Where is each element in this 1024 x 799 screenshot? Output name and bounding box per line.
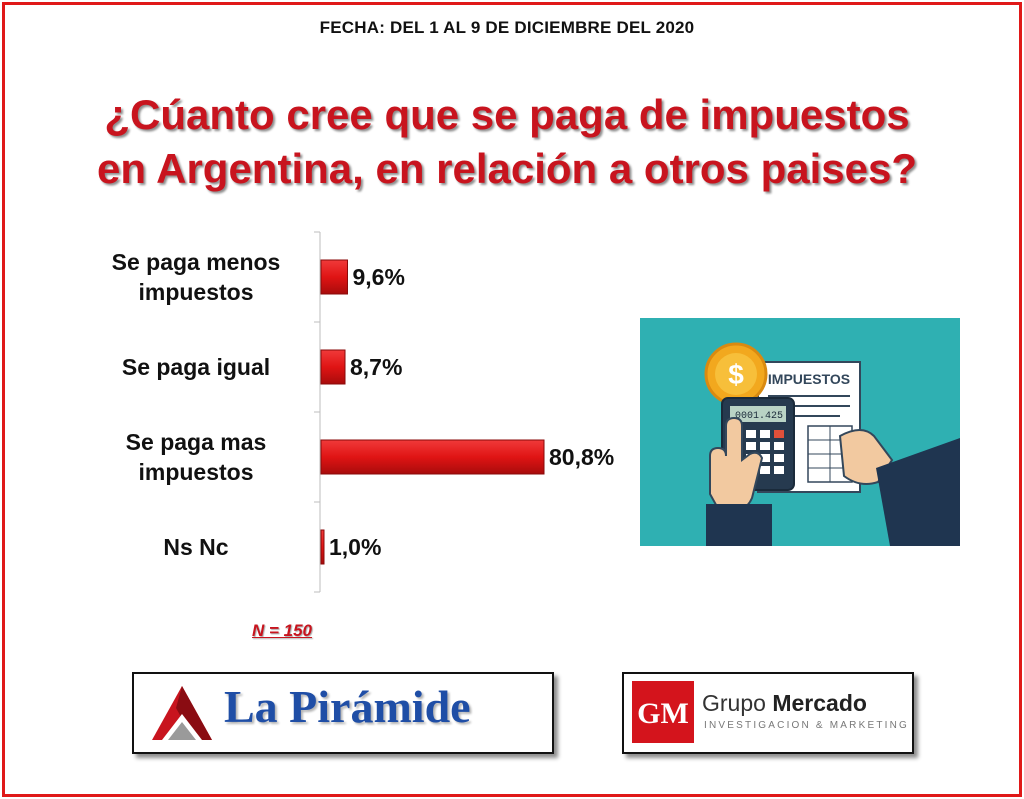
grupo-word: Grupo bbox=[702, 690, 766, 716]
grupo-mercado-logo: GM Grupo Mercado INVESTIGACION & MARKETI… bbox=[622, 672, 914, 754]
coin-symbol: $ bbox=[728, 359, 744, 390]
category-label: Ns Nc bbox=[163, 534, 228, 560]
calculator-display: 0001.425 bbox=[735, 411, 783, 422]
grupo-mercado-name: Grupo Mercado bbox=[702, 690, 867, 717]
title-line-1: ¿Cúanto cree que se paga de impuestos bbox=[104, 91, 910, 138]
bar bbox=[320, 529, 325, 565]
illustration-graphic: IMPUESTOS $ 0001.425 bbox=[704, 342, 960, 546]
la-piramide-logo: La Pirámide bbox=[132, 672, 554, 754]
grupo-mercado-tagline: INVESTIGACION & MARKETING bbox=[704, 720, 910, 731]
sample-size: N = 150 bbox=[252, 621, 313, 640]
category-label: Se paga menos bbox=[112, 249, 281, 275]
category-label: Se paga mas bbox=[126, 429, 267, 455]
pyramid-icon bbox=[152, 686, 212, 740]
right-hand bbox=[838, 429, 960, 546]
la-piramide-name: La Pirámide bbox=[224, 681, 471, 732]
title-line-2: en Argentina, en relación a otros paises… bbox=[96, 145, 917, 192]
tax-illustration: IMPUESTOS $ 0001.425 bbox=[640, 318, 960, 546]
value-label: 8,7% bbox=[350, 354, 402, 380]
document-heading: IMPUESTOS bbox=[768, 371, 850, 387]
value-label: 1,0% bbox=[329, 534, 381, 560]
category-label: Se paga igual bbox=[122, 354, 270, 380]
value-label: 9,6% bbox=[352, 264, 404, 290]
bar bbox=[320, 259, 348, 295]
survey-date: FECHA: DEL 1 AL 9 DE DICIEMBRE DEL 2020 bbox=[319, 18, 695, 37]
dollar-coin: $ bbox=[704, 342, 768, 406]
gm-monogram-icon: GM bbox=[632, 681, 694, 743]
category-label: impuestos bbox=[138, 279, 253, 305]
value-label: 80,8% bbox=[549, 444, 614, 470]
category-label: impuestos bbox=[138, 459, 253, 485]
mercado-word: Mercado bbox=[772, 690, 867, 716]
left-hand bbox=[706, 416, 772, 546]
question-title: ¿Cúanto cree que se paga de impuestos en… bbox=[0, 88, 1014, 196]
gm-monogram: GM bbox=[637, 697, 689, 730]
bar bbox=[320, 349, 346, 385]
bar bbox=[320, 439, 545, 475]
